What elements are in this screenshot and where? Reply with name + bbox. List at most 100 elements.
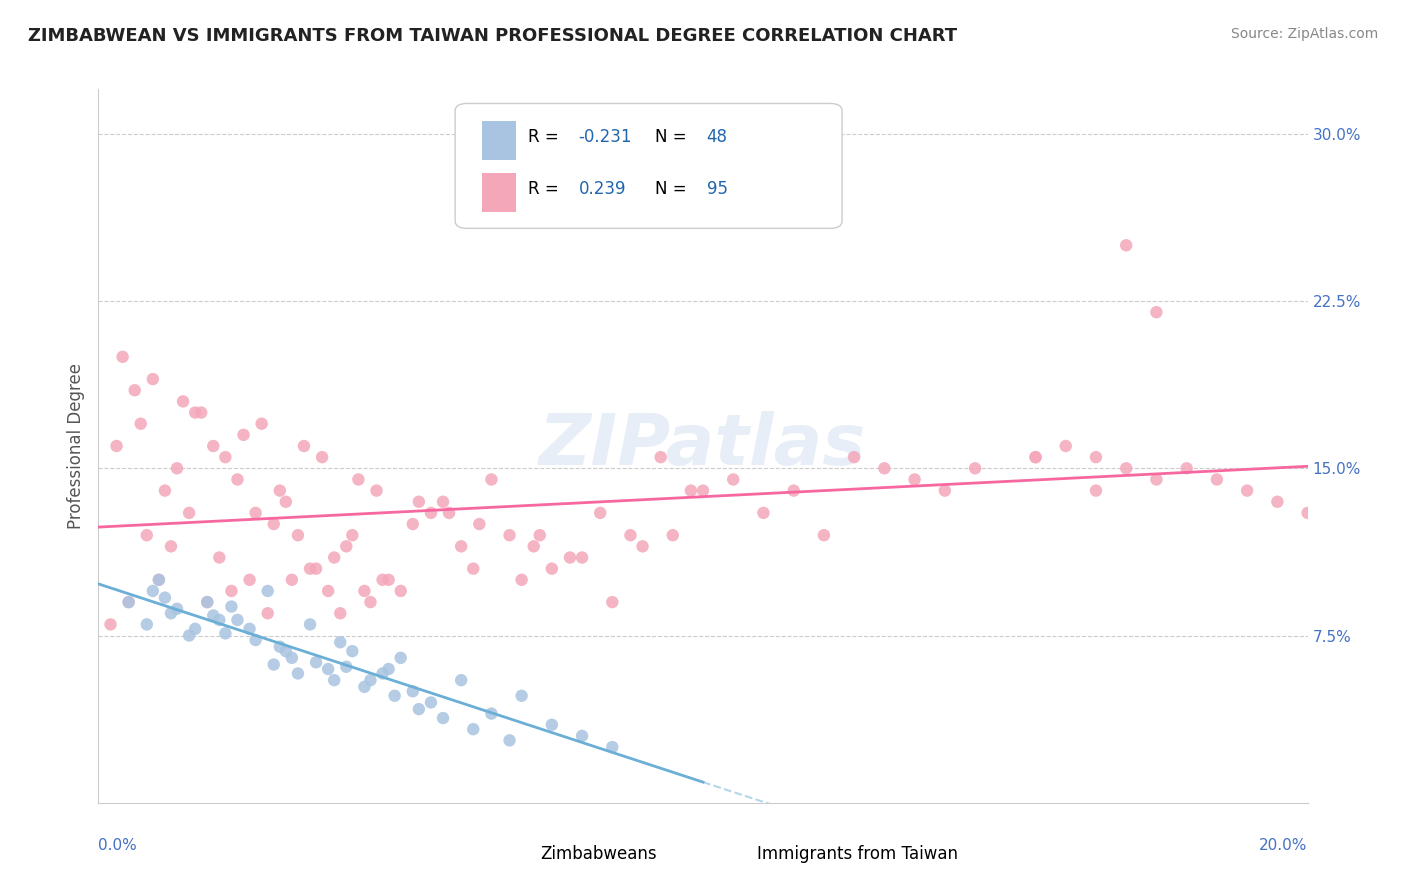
- Point: [1236, 483, 1258, 498]
- Point: [118, 595, 141, 609]
- Point: [384, 689, 406, 703]
- Point: [287, 528, 309, 542]
- Point: [873, 461, 896, 475]
- Point: [366, 483, 388, 498]
- Point: [129, 417, 152, 431]
- Point: [153, 591, 176, 605]
- Point: [353, 583, 375, 598]
- Point: [631, 539, 654, 553]
- Point: [463, 562, 485, 576]
- Text: 20.0%: 20.0%: [1260, 838, 1308, 853]
- Point: [329, 607, 352, 621]
- Point: [305, 562, 328, 576]
- Point: [142, 372, 165, 386]
- Point: [311, 450, 333, 464]
- Point: [105, 439, 128, 453]
- Point: [783, 483, 806, 498]
- Text: 0.239: 0.239: [578, 180, 626, 198]
- Point: [239, 573, 262, 587]
- Point: [299, 617, 322, 632]
- Bar: [482, 173, 516, 212]
- Text: Zimbabweans: Zimbabweans: [540, 846, 657, 863]
- Point: [316, 583, 339, 598]
- FancyBboxPatch shape: [456, 103, 842, 228]
- Point: [1206, 473, 1229, 487]
- Text: N =: N =: [655, 180, 692, 198]
- Point: [468, 516, 491, 531]
- Point: [540, 717, 562, 731]
- Point: [813, 528, 835, 542]
- Point: [589, 506, 612, 520]
- Point: [377, 573, 399, 587]
- Point: [323, 550, 346, 565]
- Point: [118, 595, 141, 609]
- Point: [111, 350, 134, 364]
- Point: [245, 506, 267, 520]
- Point: [619, 528, 641, 542]
- Point: [100, 617, 122, 632]
- Text: Immigrants from Taiwan: Immigrants from Taiwan: [758, 846, 959, 863]
- Text: ZIPatlas: ZIPatlas: [540, 411, 866, 481]
- Point: [450, 539, 472, 553]
- Text: 48: 48: [707, 128, 728, 146]
- Point: [135, 617, 157, 632]
- Point: [184, 622, 207, 636]
- Point: [232, 427, 254, 442]
- Point: [1054, 439, 1077, 453]
- Y-axis label: Professional Degree: Professional Degree: [66, 363, 84, 529]
- Text: R =: R =: [527, 128, 564, 146]
- Point: [250, 417, 273, 431]
- Point: [934, 483, 956, 498]
- Point: [402, 516, 425, 531]
- Point: [408, 702, 430, 716]
- Point: [153, 483, 176, 498]
- Point: [166, 461, 188, 475]
- Point: [342, 528, 364, 542]
- Point: [329, 635, 352, 649]
- Point: [498, 733, 520, 747]
- Point: [752, 506, 775, 520]
- Point: [571, 729, 593, 743]
- Point: [377, 662, 399, 676]
- Point: [269, 483, 291, 498]
- Point: [281, 573, 304, 587]
- Point: [498, 528, 520, 542]
- Point: [274, 494, 297, 508]
- Point: [166, 602, 188, 616]
- Point: [1296, 506, 1319, 520]
- Point: [214, 450, 236, 464]
- Point: [202, 439, 225, 453]
- Text: ZIMBABWEAN VS IMMIGRANTS FROM TAIWAN PROFESSIONAL DEGREE CORRELATION CHART: ZIMBABWEAN VS IMMIGRANTS FROM TAIWAN PRO…: [28, 27, 957, 45]
- Point: [402, 684, 425, 698]
- Point: [148, 573, 170, 587]
- Point: [245, 633, 267, 648]
- Point: [371, 666, 394, 681]
- Point: [299, 562, 322, 576]
- Point: [510, 689, 533, 703]
- Point: [1085, 450, 1108, 464]
- Point: [239, 622, 262, 636]
- Point: [202, 608, 225, 623]
- Point: [661, 528, 683, 542]
- Point: [347, 473, 370, 487]
- Point: [1085, 483, 1108, 498]
- Text: -0.231: -0.231: [578, 128, 631, 146]
- Point: [432, 711, 454, 725]
- Point: [184, 405, 207, 419]
- Point: [179, 506, 201, 520]
- Text: 0.0%: 0.0%: [98, 838, 138, 853]
- Point: [256, 607, 278, 621]
- Point: [844, 450, 866, 464]
- Point: [371, 573, 394, 587]
- Point: [450, 673, 472, 687]
- Point: [124, 384, 146, 398]
- Point: [1175, 461, 1198, 475]
- Point: [335, 660, 357, 674]
- Point: [316, 662, 339, 676]
- Point: [389, 583, 412, 598]
- Point: [602, 740, 624, 755]
- Point: [135, 528, 157, 542]
- Point: [679, 483, 702, 498]
- Point: [432, 494, 454, 508]
- Point: [226, 473, 249, 487]
